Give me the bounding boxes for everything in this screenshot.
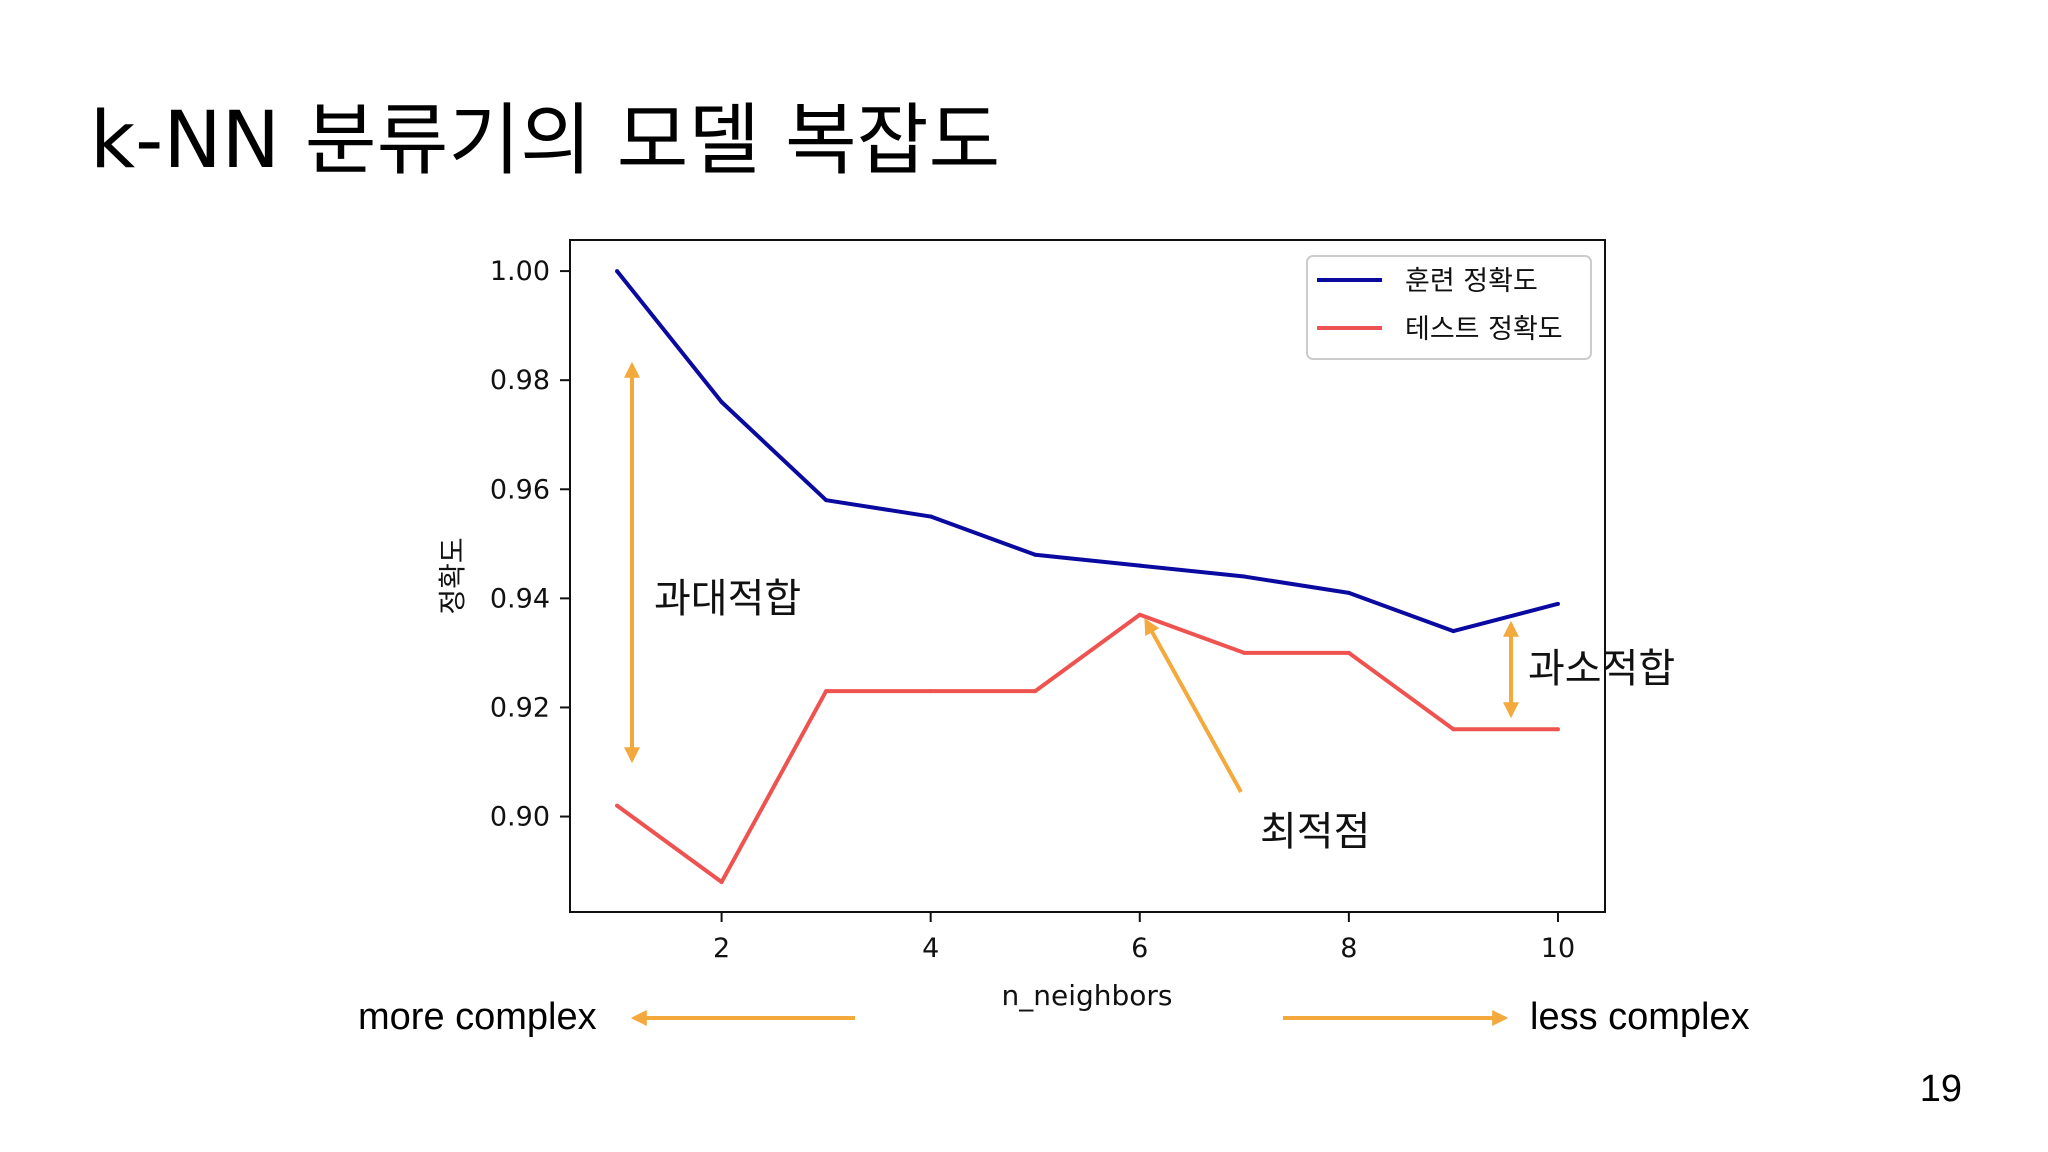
train-accuracy-point bbox=[928, 514, 933, 519]
plot-frame bbox=[569, 239, 1606, 913]
y-axis: 0.90 0.92 0.94 0.96 0.98 1.00 bbox=[490, 256, 570, 833]
optimum-annotation: 최적점 bbox=[1260, 809, 1370, 855]
series-layer bbox=[615, 269, 1560, 884]
y-tick-label: 1.00 bbox=[490, 256, 550, 287]
y-tick-label: 0.98 bbox=[490, 365, 550, 396]
test-accuracy-line bbox=[615, 612, 1558, 884]
y-tick-label: 0.92 bbox=[490, 692, 550, 723]
test-accuracy-point bbox=[1242, 650, 1247, 655]
slide-title: k-NN 분류기의 모델 복잡도 bbox=[90, 96, 1001, 186]
x-tick-label: 10 bbox=[1541, 933, 1575, 964]
train-accuracy-point bbox=[824, 498, 829, 503]
y-axis-label: 정확도 bbox=[436, 537, 469, 614]
more-complex-label: more complex bbox=[358, 996, 597, 1038]
legend: 훈련 정확도 테스트 정확도 bbox=[1306, 255, 1592, 360]
train-accuracy-point bbox=[1346, 590, 1351, 595]
train-accuracy-point bbox=[615, 269, 620, 274]
optimum-arrow bbox=[1144, 618, 1243, 793]
x-tick-label: 8 bbox=[1340, 933, 1357, 964]
test-accuracy-point bbox=[719, 880, 724, 884]
test-accuracy-point bbox=[928, 689, 933, 694]
test-accuracy-point bbox=[1555, 727, 1560, 732]
train-accuracy-point bbox=[1451, 629, 1456, 634]
underfit-annotation: 과소적합 bbox=[1528, 646, 1675, 692]
y-tick-label: 0.94 bbox=[490, 583, 550, 614]
test-accuracy-point bbox=[1033, 689, 1038, 694]
test-accuracy-point bbox=[1346, 650, 1351, 655]
legend-label-train: 훈련 정확도 bbox=[1405, 266, 1538, 297]
train-accuracy-point bbox=[1242, 574, 1247, 579]
train-accuracy-point bbox=[719, 400, 724, 404]
x-tick-label: 6 bbox=[1131, 933, 1148, 964]
test-accuracy-point bbox=[1451, 727, 1456, 732]
x-axis-label: n_neighbors bbox=[1001, 979, 1172, 1012]
test-accuracy-point bbox=[615, 803, 620, 808]
overfit-annotation: 과대적합 bbox=[654, 576, 801, 622]
train-accuracy-line bbox=[615, 269, 1559, 634]
test-accuracy-point bbox=[824, 689, 829, 694]
train-accuracy-point bbox=[1137, 563, 1142, 568]
y-tick-label: 0.90 bbox=[490, 802, 550, 833]
test-accuracy-point bbox=[1137, 612, 1142, 617]
x-tick-label: 2 bbox=[713, 933, 730, 964]
x-axis: 2 4 6 8 10 bbox=[713, 912, 1575, 964]
less-complex-label: less complex bbox=[1530, 996, 1750, 1038]
y-tick-label: 0.96 bbox=[490, 474, 550, 505]
page-number: 19 bbox=[1919, 1068, 1962, 1110]
train-accuracy-point bbox=[1033, 552, 1038, 557]
train-accuracy-point bbox=[1555, 601, 1560, 606]
legend-label-test: 테스트 정확도 bbox=[1405, 314, 1563, 345]
x-tick-label: 4 bbox=[922, 933, 939, 964]
